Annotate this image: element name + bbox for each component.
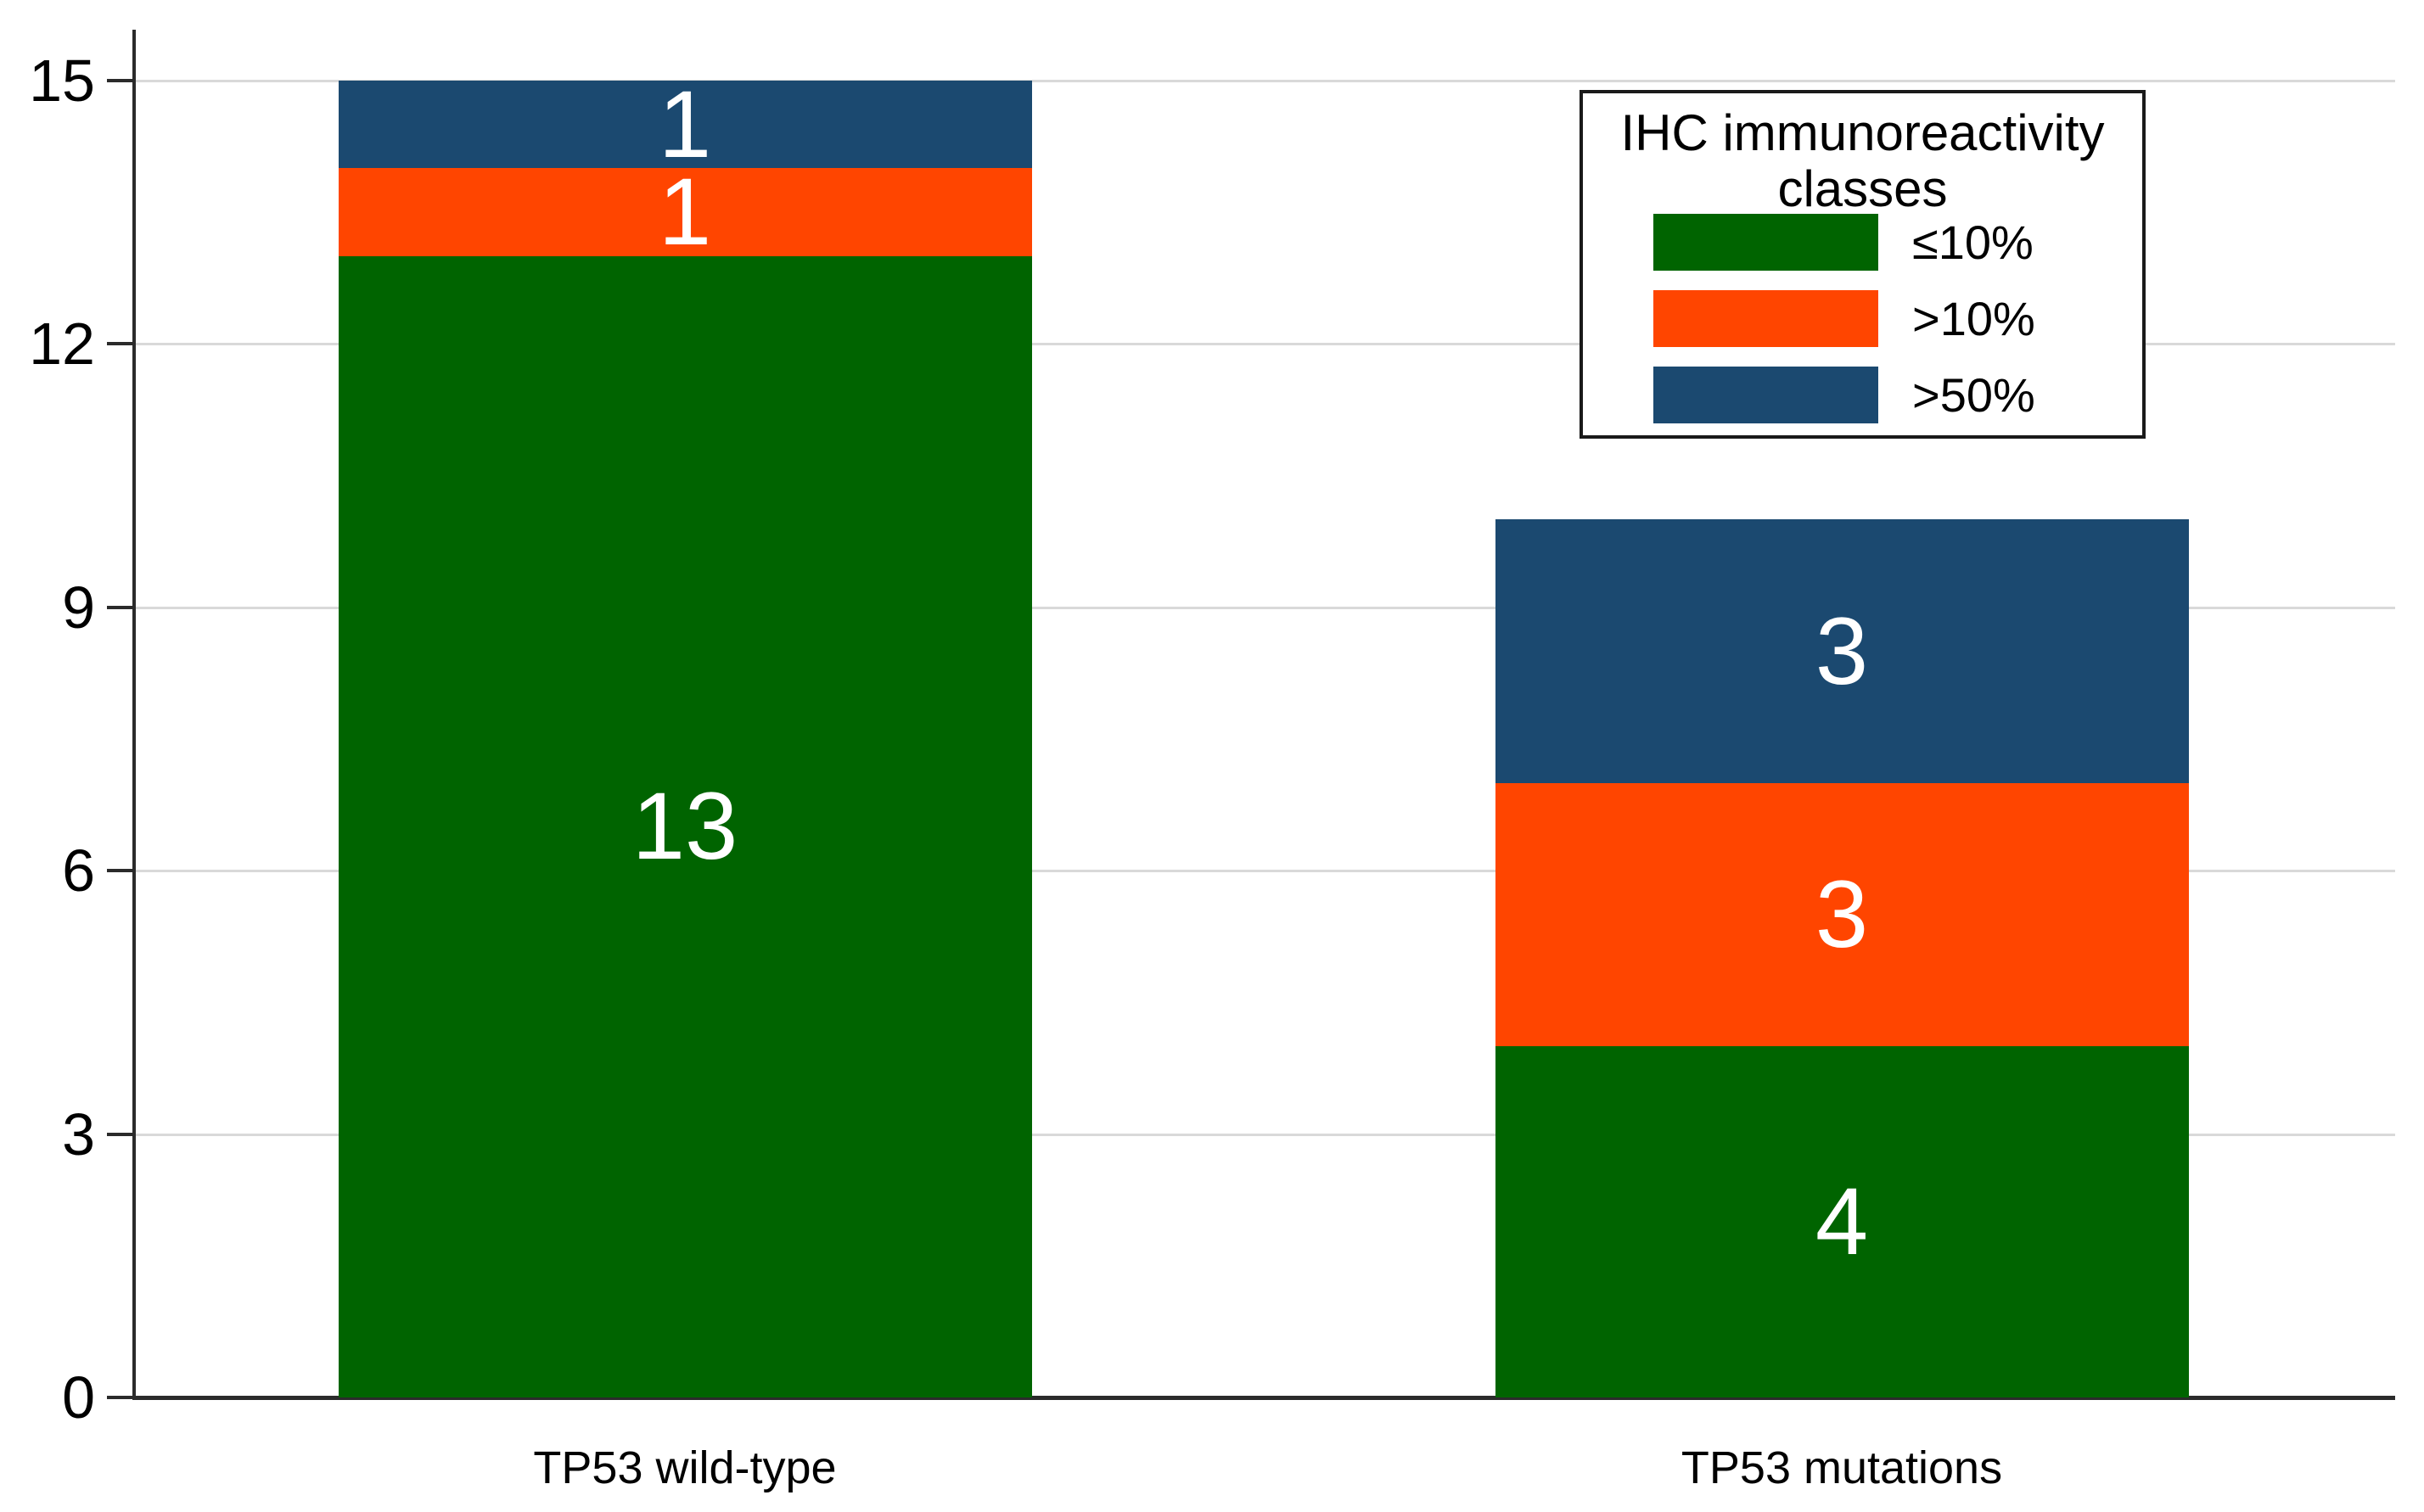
y-tick-label-9: 9 [62,574,95,641]
bar-1: 4 3 3 [1495,519,2189,1397]
legend-label-2: >50% [1912,367,2035,422]
y-tick-label-3: 3 [62,1100,95,1168]
gridline-y-9 [134,606,2395,609]
y-tick-label-0: 0 [62,1364,95,1431]
y-tickmark-15 [107,79,136,82]
bar-0-segment-1-value: 1 [658,159,712,266]
x-axis-line [132,1396,2395,1400]
y-tick-label-15: 15 [29,48,95,114]
gridline-y-6 [134,870,2395,873]
legend-swatch-1 [1653,290,1878,347]
y-tickmark-6 [107,869,136,873]
y-tickmark-3 [107,1132,136,1136]
x-category-label-0: TP53 wild-type [533,1442,837,1493]
x-category-label-1: TP53 mutations [1681,1442,2003,1493]
legend-row-1: >10% [1583,290,2142,347]
bar-1-segment-2-value: 3 [1815,597,1869,704]
y-axis-line [132,30,136,1397]
bar-1-segment-2: 3 [1495,519,2189,783]
y-tickmark-9 [107,605,136,609]
legend-items: ≤10% >10% >50% [1583,93,2142,435]
legend-label-1: >10% [1912,291,2035,345]
legend-title: IHC immunoreactivity classes [1620,104,2105,217]
y-tick-label-6: 6 [62,837,95,904]
bar-0-segment-1: 1 [338,165,1032,260]
bar-0-segment-2: 1 [338,76,1032,171]
legend-box: IHC immunoreactivity classes ≤10% >10% >50… [1580,90,2146,439]
bar-0-segment-0: 13 [338,255,1032,1397]
bar-1-segment-0: 4 [1495,1046,2189,1397]
gridline-y-3 [134,1133,2395,1136]
legend-row-2: >50% [1583,367,2142,423]
bar-0: 13 1 1 [338,76,1032,1397]
gridline-y-15 [134,80,2395,82]
y-tick-label-12: 12 [29,311,95,378]
legend-swatch-2 [1653,367,1878,423]
bar-1-segment-1-value: 3 [1815,860,1869,967]
bar-1-segment-0-value: 4 [1815,1168,1869,1275]
bar-0-segment-0-value: 13 [631,773,738,880]
legend-row-0: ≤10% [1583,214,2142,271]
gridline-y-12 [134,343,2395,346]
bar-0-segment-2-value: 1 [658,70,712,177]
y-tickmark-12 [107,342,136,346]
legend-label-0: ≤10% [1912,215,2034,269]
legend-swatch-0 [1653,214,1878,271]
bar-1-segment-1: 3 [1495,782,2189,1047]
y-tickmark-0 [107,1396,136,1399]
